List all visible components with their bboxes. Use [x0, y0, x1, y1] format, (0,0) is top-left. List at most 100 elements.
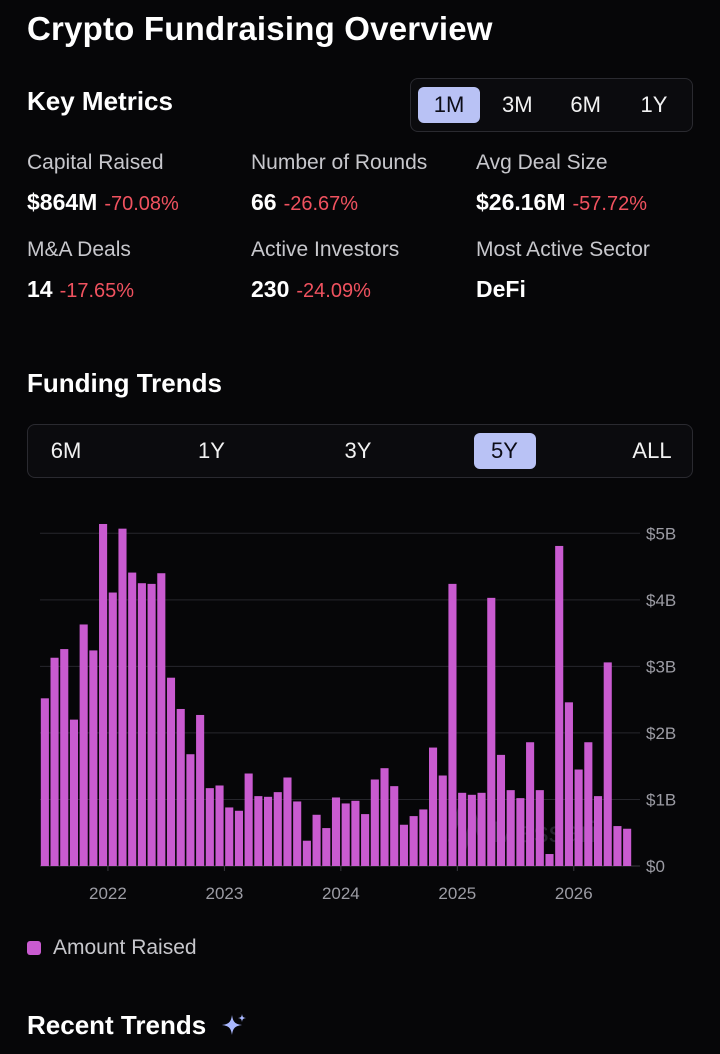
- bar[interactable]: [254, 796, 263, 866]
- bar[interactable]: [623, 828, 632, 866]
- metric-label: Most Active Sector: [476, 238, 650, 261]
- bar[interactable]: [225, 807, 234, 866]
- recent-trends-title: Recent Trends: [27, 1010, 248, 1041]
- metric-value: DeFi: [476, 276, 526, 302]
- bar[interactable]: [613, 826, 622, 866]
- bar[interactable]: [322, 828, 331, 866]
- bar[interactable]: [496, 754, 506, 866]
- bar[interactable]: [380, 768, 389, 866]
- bar[interactable]: [302, 840, 311, 866]
- bar[interactable]: [40, 698, 49, 866]
- trend-range-5y-button[interactable]: 5Y: [473, 433, 536, 469]
- bar[interactable]: [419, 809, 428, 866]
- bar[interactable]: [264, 796, 273, 866]
- metric-change: -26.67%: [283, 193, 359, 215]
- x-tick-label: 2024: [322, 884, 360, 903]
- y-tick-label: $4B: [646, 591, 676, 610]
- bar[interactable]: [79, 624, 88, 866]
- chart-legend[interactable]: Amount Raised: [27, 936, 197, 960]
- y-tick-label: $5B: [646, 524, 676, 543]
- metric-change: -57.72%: [572, 193, 648, 215]
- bar[interactable]: [351, 800, 360, 866]
- range-1y-button[interactable]: 1Y: [640, 92, 668, 117]
- trend-range-all-button[interactable]: ALL: [632, 438, 672, 463]
- bar[interactable]: [157, 573, 166, 866]
- key-metrics-title: Key Metrics: [27, 86, 173, 116]
- bar[interactable]: [487, 597, 496, 866]
- y-tick-label: $2B: [646, 724, 676, 743]
- bar[interactable]: [273, 792, 282, 866]
- bar[interactable]: [128, 572, 137, 866]
- range-1m-button[interactable]: 1M: [418, 87, 480, 123]
- x-tick-label: 2026: [555, 884, 593, 903]
- bar[interactable]: [283, 777, 292, 867]
- metric-change: -17.65%: [59, 280, 135, 302]
- bar[interactable]: [244, 773, 253, 866]
- metric-change: -70.08%: [104, 193, 179, 215]
- bar[interactable]: [361, 814, 370, 866]
- bar[interactable]: [555, 545, 564, 866]
- recent-trends-label: Recent Trends: [27, 1010, 207, 1040]
- bar[interactable]: [60, 649, 69, 866]
- metric-value: $864M: [27, 189, 98, 215]
- bar[interactable]: [506, 790, 515, 866]
- bar[interactable]: [467, 794, 476, 866]
- metric-avg-deal-size: Avg Deal Size $26.16M -57.72%: [476, 151, 647, 216]
- bar[interactable]: [409, 816, 418, 866]
- bar[interactable]: [196, 714, 205, 866]
- bar[interactable]: [205, 788, 214, 866]
- bar[interactable]: [166, 677, 176, 866]
- metric-most-active-sector: Most Active Sector DeFi: [476, 238, 650, 303]
- bar[interactable]: [215, 785, 224, 866]
- bar[interactable]: [234, 810, 243, 866]
- bar[interactable]: [312, 814, 321, 866]
- metric-value: 230: [251, 276, 290, 302]
- bar[interactable]: [370, 779, 379, 867]
- bar[interactable]: [108, 592, 117, 866]
- bar[interactable]: [399, 824, 408, 866]
- metric-label: Capital Raised: [27, 151, 164, 174]
- bar[interactable]: [458, 792, 467, 866]
- bar[interactable]: [516, 798, 525, 866]
- bar[interactable]: [535, 790, 544, 866]
- range-6m-button[interactable]: 6M: [570, 92, 601, 117]
- trend-range-1y-button[interactable]: 1Y: [198, 438, 225, 463]
- bar[interactable]: [448, 583, 457, 866]
- bar[interactable]: [89, 650, 98, 866]
- bar[interactable]: [545, 854, 554, 866]
- bar[interactable]: [293, 801, 302, 866]
- bar[interactable]: [603, 662, 612, 866]
- bar[interactable]: [147, 583, 156, 866]
- bar[interactable]: [477, 792, 486, 866]
- bar[interactable]: [438, 775, 447, 866]
- bar[interactable]: [584, 742, 593, 866]
- trend-range-3y-button[interactable]: 3Y: [344, 438, 372, 463]
- trend-range-6m-button[interactable]: 6M: [50, 438, 82, 463]
- bar[interactable]: [186, 754, 195, 866]
- metric-label: M&A Deals: [27, 238, 131, 261]
- bar[interactable]: [564, 702, 573, 866]
- x-tick-label: 2022: [89, 884, 127, 903]
- funding-trends-title: Funding Trends: [27, 368, 222, 398]
- metric-change: -24.09%: [296, 280, 371, 302]
- bar[interactable]: [593, 796, 603, 866]
- metric-label: Active Investors: [251, 238, 400, 261]
- bar[interactable]: [99, 523, 108, 866]
- bar[interactable]: [526, 742, 535, 866]
- bar[interactable]: [341, 803, 350, 866]
- bar[interactable]: [137, 583, 146, 866]
- bar[interactable]: [331, 797, 341, 866]
- bar[interactable]: [69, 719, 79, 866]
- funding-chart-svg: Messari $0$1B$2B$3B$4B$5B 2022 2023 2024 20…: [40, 523, 676, 903]
- key-metrics-range-selector: 1M 3M 6M 1Y: [410, 78, 693, 132]
- metric-number-of-rounds: Number of Rounds 66 -26.67%: [251, 151, 427, 216]
- bar[interactable]: [50, 657, 59, 866]
- bar[interactable]: [176, 708, 185, 866]
- bar[interactable]: [574, 769, 583, 866]
- metric-label: Avg Deal Size: [476, 151, 608, 174]
- bar[interactable]: [390, 786, 399, 866]
- range-3m-button[interactable]: 3M: [502, 92, 533, 117]
- bar[interactable]: [429, 747, 438, 866]
- bar[interactable]: [118, 528, 127, 866]
